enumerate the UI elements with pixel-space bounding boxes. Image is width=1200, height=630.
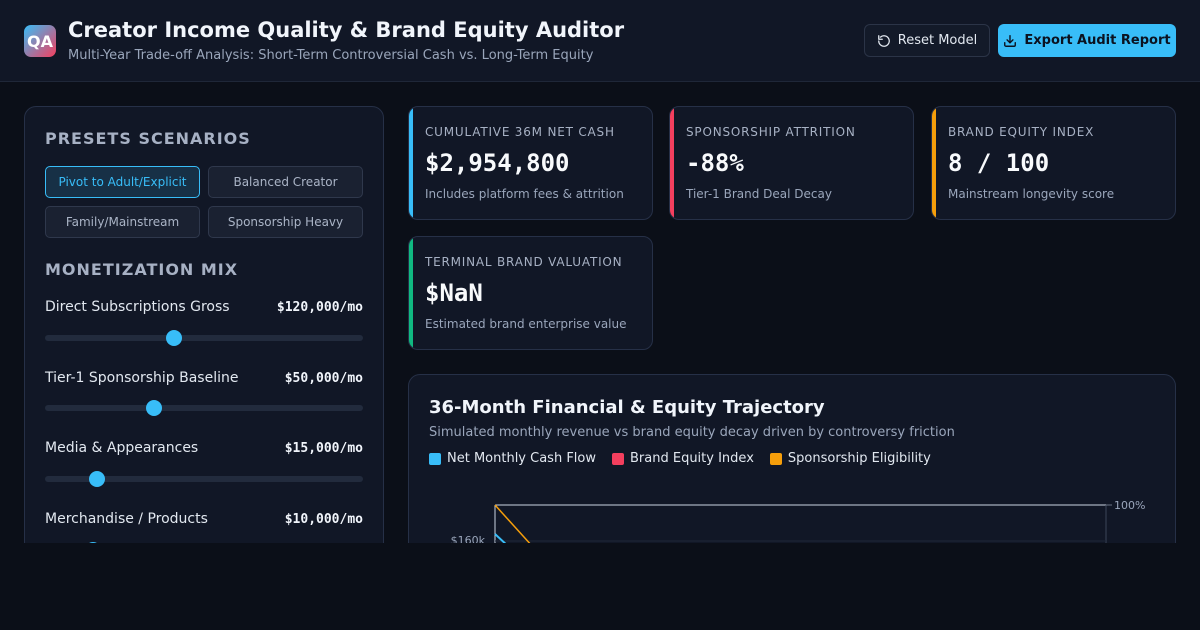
tier1-sponsorship-label: Tier-1 Sponsorship Baseline [45,370,239,386]
media-appearances-slider-thumb[interactable] [89,471,106,487]
legend-label: Net Monthly Cash Flow [447,451,596,466]
app-header: QA Creator Income Quality & Brand Equity… [0,0,1200,82]
controls-panel: PRESETS SCENARIOS Pivot to Adult/Explici… [24,106,384,543]
kpi-card-sponsorship-attrition: SPONSORSHIP ATTRITION -88% Tier-1 Brand … [669,106,914,220]
preset-family-mainstream-button[interactable]: Family/Mainstream [45,206,200,238]
kpi-accent-bar [409,107,413,219]
kpi-value: -88% [686,149,744,177]
chart-legend: Net Monthly Cash Flow Brand Equity Index… [429,451,931,466]
presets-title: PRESETS SCENARIOS [45,129,251,148]
page-subtitle: Multi-Year Trade-off Analysis: Short-Ter… [68,48,594,63]
kpi-label: CUMULATIVE 36M NET CASH [425,125,615,139]
chart-subtitle: Simulated monthly revenue vs brand equit… [429,425,955,440]
tier1-sponsorship-value: $50,000/mo [284,371,363,386]
kpi-note: Estimated brand enterprise value [425,317,627,331]
kpi-label: SPONSORSHIP ATTRITION [686,125,856,139]
merchandise-products-slider-thumb[interactable] [84,542,101,543]
legend-swatch [429,452,441,465]
tier1-sponsorship-slider[interactable] [45,400,363,416]
export-audit-report-label: Export Audit Report [1024,33,1171,48]
right-axis-tick-label: 100% [1114,499,1145,512]
download-icon [1004,34,1017,47]
kpi-accent-bar [932,107,936,219]
trajectory-chart: 100% $160k [451,499,1145,543]
legend-item-sponsorship: Sponsorship Eligibility [769,451,931,466]
legend-item-brand-equity: Brand Equity Index [612,451,754,466]
kpi-card-net-cash: CUMULATIVE 36M NET CASH $2,954,800 Inclu… [408,106,653,220]
media-appearances-label: Media & Appearances [45,440,199,456]
legend-label: Sponsorship Eligibility [787,451,931,466]
kpi-label: BRAND EQUITY INDEX [948,125,1095,139]
kpi-value: $2,954,800 [425,149,570,177]
series-line-sponsorship-eligibility [494,504,531,543]
legend-swatch [612,452,624,465]
legend-swatch [769,452,782,465]
series-line-net-cash [494,533,507,543]
main-content: PRESETS SCENARIOS Pivot to Adult/Explici… [0,82,1200,543]
app-logo: QA [24,25,56,57]
export-audit-report-button[interactable]: Export Audit Report [998,24,1176,57]
kpi-accent-bar [670,107,674,219]
trajectory-chart-panel: 36-Month Financial & Equity Trajectory S… [408,374,1176,543]
kpi-value: $NaN [425,279,483,307]
kpi-card-terminal-valuation: TERMINAL BRAND VALUATION $NaN Estimated … [408,236,653,350]
kpi-value: 8 / 100 [948,149,1050,177]
direct-subscriptions-slider[interactable] [45,330,363,346]
direct-subscriptions-slider-thumb[interactable] [165,330,182,346]
left-axis-tick-label: $160k [451,534,486,543]
monetization-mix-title: MONETIZATION MIX [45,260,239,279]
kpi-card-brand-equity: BRAND EQUITY INDEX 8 / 100 Mainstream lo… [931,106,1176,220]
preset-balanced-creator-button[interactable]: Balanced Creator [208,166,363,198]
rotate-ccw-icon [877,34,890,47]
kpi-note: Tier-1 Brand Deal Decay [686,187,832,201]
tier1-sponsorship-slider-thumb[interactable] [145,400,162,416]
kpi-note: Includes platform fees & attrition [425,187,624,201]
kpi-note: Mainstream longevity score [948,187,1115,201]
preset-sponsorship-heavy-button[interactable]: Sponsorship Heavy [208,206,363,238]
media-appearances-value: $15,000/mo [284,441,363,456]
merchandise-products-value: $10,000/mo [284,512,363,527]
reset-model-label: Reset Model [897,33,978,48]
preset-pivot-adult-button[interactable]: Pivot to Adult/Explicit [45,166,200,198]
kpi-accent-bar [409,237,413,349]
direct-subscriptions-label: Direct Subscriptions Gross [45,299,230,315]
direct-subscriptions-value: $120,000/mo [276,300,363,315]
legend-item-net-cash: Net Monthly Cash Flow [429,451,596,466]
page-title: Creator Income Quality & Brand Equity Au… [68,18,625,42]
merchandise-products-label: Merchandise / Products [45,511,208,527]
reset-model-button[interactable]: Reset Model [864,24,990,57]
legend-label: Brand Equity Index [630,451,754,466]
chart-title: 36-Month Financial & Equity Trajectory [429,397,825,418]
media-appearances-slider[interactable] [45,471,363,487]
kpi-label: TERMINAL BRAND VALUATION [425,255,623,269]
